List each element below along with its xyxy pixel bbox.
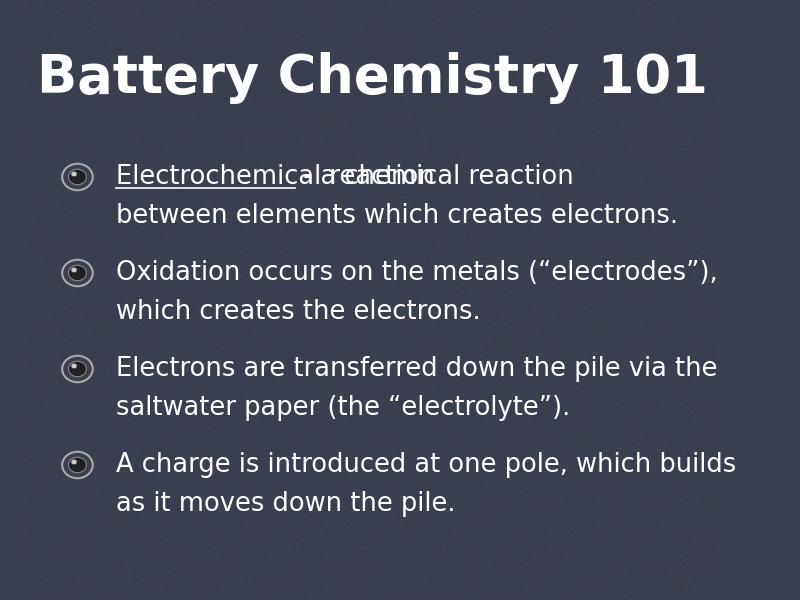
Text: saltwater paper (the “electrolyte”).: saltwater paper (the “electrolyte”). [116, 395, 570, 421]
Circle shape [69, 361, 86, 377]
Text: Oxidation occurs on the metals (“electrodes”),: Oxidation occurs on the metals (“electro… [116, 260, 718, 286]
Circle shape [71, 172, 77, 176]
Circle shape [71, 364, 77, 368]
Circle shape [71, 460, 77, 464]
Text: Battery Chemistry 101: Battery Chemistry 101 [37, 52, 708, 104]
Text: A charge is introduced at one pole, which builds: A charge is introduced at one pole, whic… [116, 452, 736, 478]
Text: between elements which creates electrons.: between elements which creates electrons… [116, 203, 678, 229]
Text: as it moves down the pile.: as it moves down the pile. [116, 491, 455, 517]
Text: Electrons are transferred down the pile via the: Electrons are transferred down the pile … [116, 356, 717, 382]
Circle shape [69, 457, 86, 473]
Text: which creates the electrons.: which creates the electrons. [116, 299, 480, 325]
Text: - a chemical reaction: - a chemical reaction [295, 164, 574, 190]
Text: Electrochemical reaction: Electrochemical reaction [116, 164, 434, 190]
Circle shape [69, 169, 86, 185]
Circle shape [69, 265, 86, 281]
Circle shape [71, 268, 77, 272]
